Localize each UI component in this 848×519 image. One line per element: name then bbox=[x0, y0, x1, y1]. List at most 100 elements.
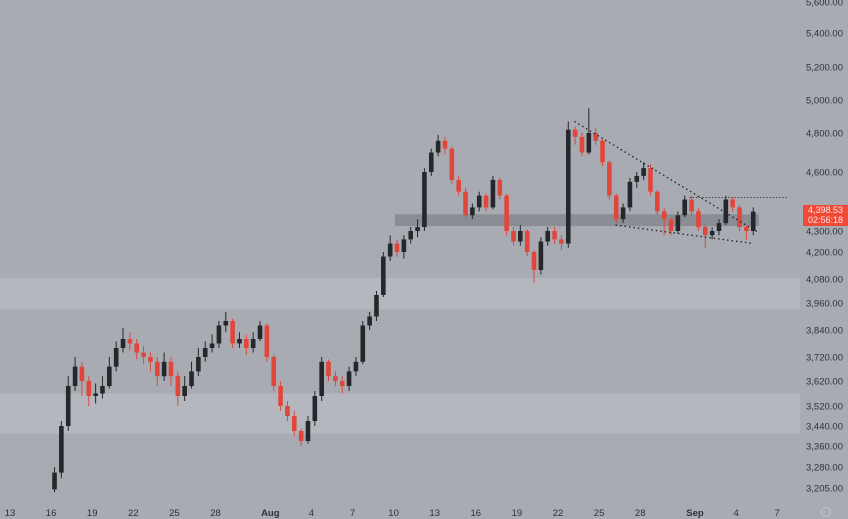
time-axis[interactable]: 13 16 19 22 25 28 Aug 4 7 10 13 16 19 22 25 28 Sep 4 7 bbox=[5, 508, 780, 519]
candle bbox=[353, 357, 359, 377]
candle-body bbox=[52, 472, 57, 490]
candle-body bbox=[100, 386, 105, 394]
candle-body bbox=[579, 136, 585, 153]
candle bbox=[381, 252, 386, 297]
zones-layer bbox=[0, 214, 800, 434]
candle-body bbox=[223, 321, 229, 326]
candle bbox=[312, 391, 318, 426]
candle bbox=[257, 321, 263, 342]
candle-body bbox=[675, 215, 681, 231]
price-tick-label: 5,200.00 bbox=[806, 63, 843, 74]
candle bbox=[271, 354, 277, 391]
candle-body bbox=[346, 371, 352, 386]
candle-body bbox=[709, 231, 715, 236]
candle bbox=[237, 332, 242, 348]
candle bbox=[716, 219, 722, 236]
candle-body bbox=[271, 357, 277, 386]
candle-body bbox=[559, 239, 564, 244]
candle-body bbox=[326, 361, 331, 377]
candle bbox=[346, 366, 352, 391]
time-tick-label: 7 bbox=[775, 508, 780, 519]
candle-body bbox=[374, 295, 379, 317]
candle-body bbox=[360, 325, 366, 362]
candle bbox=[175, 371, 181, 406]
candle bbox=[600, 138, 605, 167]
candle-body bbox=[744, 227, 749, 231]
candle bbox=[641, 162, 646, 180]
candle-body bbox=[483, 195, 489, 208]
candle-body bbox=[79, 366, 85, 381]
last-price-value: 4,398.53 bbox=[807, 205, 844, 215]
candle bbox=[415, 219, 420, 238]
time-tick-label: 16 bbox=[471, 508, 482, 519]
time-tick-label: 19 bbox=[512, 508, 523, 519]
candle bbox=[230, 318, 235, 348]
candle bbox=[148, 352, 153, 372]
candle-body bbox=[196, 357, 201, 372]
candle-body bbox=[381, 256, 386, 295]
candle-body bbox=[531, 252, 537, 270]
candle-body bbox=[182, 386, 187, 396]
candle-body bbox=[86, 381, 92, 396]
price-tick-label: 4,300.00 bbox=[806, 227, 843, 238]
candle-body bbox=[107, 366, 112, 386]
candle bbox=[394, 239, 400, 257]
price-axis[interactable]: 5,600.00 5,400.00 5,200.00 5,000.00 4,800.00… bbox=[806, 0, 843, 495]
candle-countdown: 02:56:18 bbox=[807, 215, 844, 225]
candle bbox=[223, 312, 229, 333]
candle bbox=[456, 175, 461, 196]
candle-body bbox=[730, 199, 735, 208]
candle bbox=[565, 121, 571, 248]
settings-gear-icon[interactable] bbox=[821, 507, 831, 517]
candle bbox=[744, 225, 749, 240]
candle bbox=[244, 334, 249, 355]
price-tick-label: 3,360.00 bbox=[806, 442, 843, 453]
candle bbox=[552, 227, 557, 244]
candle bbox=[65, 376, 71, 431]
time-tick-label: 28 bbox=[210, 508, 221, 519]
candle bbox=[387, 235, 393, 261]
candle bbox=[401, 235, 407, 259]
candle bbox=[59, 421, 64, 479]
upper-trendline bbox=[574, 120, 760, 234]
time-tick-label: 4 bbox=[733, 508, 738, 519]
candle bbox=[545, 227, 551, 246]
candle-body bbox=[154, 361, 160, 377]
candle-body bbox=[470, 207, 475, 216]
price-tick-label: 5,600.00 bbox=[806, 0, 843, 9]
candle-body bbox=[59, 426, 64, 473]
candle bbox=[572, 126, 578, 145]
candle-body bbox=[65, 386, 71, 426]
candle bbox=[182, 376, 187, 401]
price-tick-label: 4,800.00 bbox=[806, 129, 843, 140]
candle bbox=[750, 207, 756, 236]
candle bbox=[93, 383, 98, 404]
candle bbox=[524, 229, 530, 257]
candle bbox=[593, 128, 598, 145]
candle-body bbox=[723, 199, 729, 224]
candle-body bbox=[175, 376, 181, 396]
candle-body bbox=[257, 325, 263, 339]
candle bbox=[333, 371, 338, 386]
price-tick-label: 3,280.00 bbox=[806, 463, 843, 474]
candle-body bbox=[593, 133, 598, 141]
candle bbox=[449, 146, 455, 184]
candle-body bbox=[408, 231, 414, 240]
candle bbox=[298, 428, 304, 446]
candle-body bbox=[387, 243, 393, 257]
candle-body bbox=[538, 241, 544, 270]
candle-body bbox=[202, 348, 208, 357]
candle bbox=[326, 359, 331, 381]
candle-body bbox=[415, 227, 420, 231]
candle bbox=[86, 376, 92, 406]
candle-body bbox=[339, 381, 345, 386]
candle-body bbox=[134, 343, 140, 353]
candle-body bbox=[264, 325, 270, 357]
candle-body bbox=[613, 195, 619, 220]
candle bbox=[319, 357, 324, 401]
candle-body bbox=[504, 195, 509, 231]
time-tick-label: 25 bbox=[594, 508, 605, 519]
candle-body bbox=[648, 168, 653, 192]
candle bbox=[134, 339, 140, 360]
